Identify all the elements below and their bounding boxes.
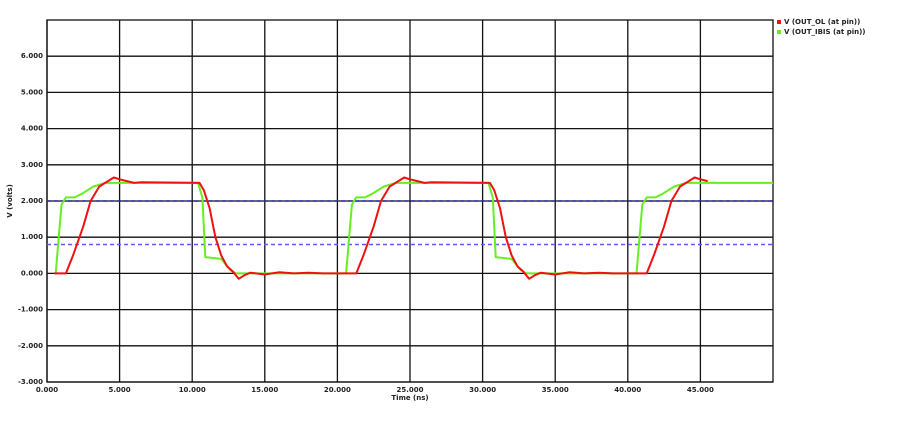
y-tick-label: -2.000 [18,342,43,350]
x-tick-label: 35.000 [542,386,569,394]
y-axis-label: V (volts) [6,184,14,218]
y-tick-label: 3.000 [21,161,43,169]
legend-swatch [777,30,781,34]
y-tick-label: 4.000 [21,125,43,133]
x-tick-label: 0.000 [36,386,58,394]
x-tick-label: 40.000 [614,386,641,394]
y-tick-label: 2.000 [21,197,43,205]
x-tick-label: 5.000 [109,386,131,394]
legend-label: V (OUT_OL (at pin)) [784,18,860,26]
series-line [54,181,773,275]
y-tick-label: 5.000 [21,88,43,96]
x-tick-label: 15.000 [251,386,278,394]
series-line [54,176,708,280]
x-tick-label: 10.000 [179,386,206,394]
y-tick-label: 0.000 [21,269,43,277]
x-tick-label: 45.000 [687,386,714,394]
x-tick-label: 30.000 [469,386,496,394]
y-tick-label: 1.000 [21,233,43,241]
y-tick-label: -1.000 [18,306,43,314]
legend-label: V (OUT_IBIS (at pin)) [784,28,865,36]
x-tick-label: 25.000 [396,386,423,394]
y-tick-label: 6.000 [21,52,43,60]
legend-swatch [777,20,781,24]
y-tick-label: -3.000 [18,378,43,386]
x-axis-label: Time (ns) [391,394,428,402]
x-tick-label: 20.000 [324,386,351,394]
